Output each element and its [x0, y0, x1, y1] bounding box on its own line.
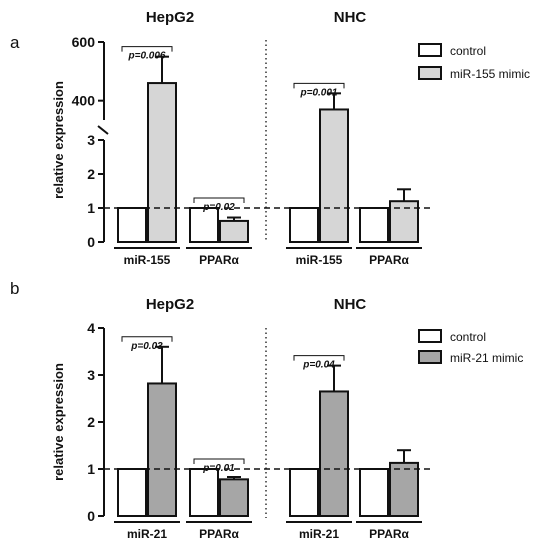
panel-a-pvalue-label: p=0.006 — [128, 51, 166, 62]
legend-a-control-swatch — [418, 43, 442, 57]
panel-b-group-title-hepg2: HepG2 — [146, 296, 194, 313]
panel-a-group-title-hepg2: HepG2 — [146, 9, 194, 26]
legend-b-control-swatch — [418, 329, 442, 343]
legend-b-mimic-label: miR-21 mimic — [450, 351, 523, 365]
panel-a-significance-bracket — [121, 46, 173, 52]
panel-a-bar-mimic — [147, 82, 177, 243]
panel-b-group-title-nhc: NHC — [334, 296, 367, 313]
panel-b-bar-control — [289, 468, 319, 517]
panel-a-significance-bracket — [193, 197, 245, 203]
panel-b-y-tick-label: 0 — [87, 508, 95, 524]
panel-b-category-label: miR-21 — [299, 527, 339, 541]
panel-a-y-tick-label: 1 — [87, 200, 95, 216]
panel-b-category-label: miR-21 — [127, 527, 167, 541]
panel-a-category-label: miR-155 — [124, 253, 171, 267]
panel-a-label: a — [10, 33, 20, 52]
panel-a-bar-mimic — [219, 219, 249, 243]
panel-b-category-label: PPARα — [369, 527, 409, 541]
panel-a-y-tick-label: 0 — [87, 234, 95, 250]
panel-b-significance-bracket — [193, 458, 245, 464]
legend-a-mimic-swatch — [418, 66, 442, 80]
panel-a-y-tick-label: 400 — [72, 93, 96, 109]
panel-a-bar-control — [359, 207, 389, 243]
panel-b-bar-control — [359, 468, 389, 517]
legend-a-control-label: control — [450, 44, 486, 58]
panel-b-bar-mimic — [319, 390, 349, 518]
legend-b-control-label: control — [450, 330, 486, 344]
panel-b-y-tick-label: 4 — [87, 320, 95, 336]
panel-a-category-label: PPARα — [199, 253, 239, 267]
panel-a-axis-break-mark — [97, 125, 109, 135]
panel-a-ylabel: relative expression — [51, 81, 66, 199]
panel-b-pvalue-label: p=0.03 — [130, 341, 163, 352]
panel-b-significance-bracket — [121, 336, 173, 342]
panel-a-bar-control — [289, 207, 319, 243]
panel-a-y-tick-label: 3 — [87, 132, 95, 148]
panel-b-bar-mimic — [389, 461, 419, 518]
panel-b-label: b — [10, 279, 19, 298]
panel-b-bar-control — [117, 468, 147, 517]
panel-a-bar-mimic — [319, 108, 349, 244]
panel-b-pvalue-label: p=0.04 — [302, 360, 335, 371]
panel-a-bar-control — [189, 207, 219, 243]
panel-b-significance-bracket — [293, 355, 345, 361]
panel-a-category-label: PPARα — [369, 253, 409, 267]
panel-b-category-label: PPARα — [199, 527, 239, 541]
panel-a-y-tick-label: 600 — [72, 34, 96, 50]
panel-a-category-label: miR-155 — [296, 253, 343, 267]
panel-b-ylabel: relative expression — [51, 363, 66, 481]
panel-a-bar-control — [117, 207, 147, 243]
panel-b-y-tick-label: 2 — [87, 414, 95, 430]
panel-a-y-tick-label: 2 — [87, 166, 95, 182]
panel-b-y-tick-label: 1 — [87, 461, 95, 477]
legend-b-mimic-swatch — [418, 350, 442, 364]
panel-a-group-title-nhc: NHC — [334, 9, 367, 26]
panel-b-y-tick-label: 3 — [87, 367, 95, 383]
panel-a-pvalue-label: p=0.001 — [300, 87, 338, 98]
panel-a-significance-bracket — [293, 82, 345, 89]
panel-b-bar-control — [189, 468, 219, 517]
legend-a-mimic-label: miR-155 mimic — [450, 67, 530, 81]
panel-b-bar-mimic — [219, 478, 249, 517]
panel-b-bar-mimic — [147, 382, 177, 517]
